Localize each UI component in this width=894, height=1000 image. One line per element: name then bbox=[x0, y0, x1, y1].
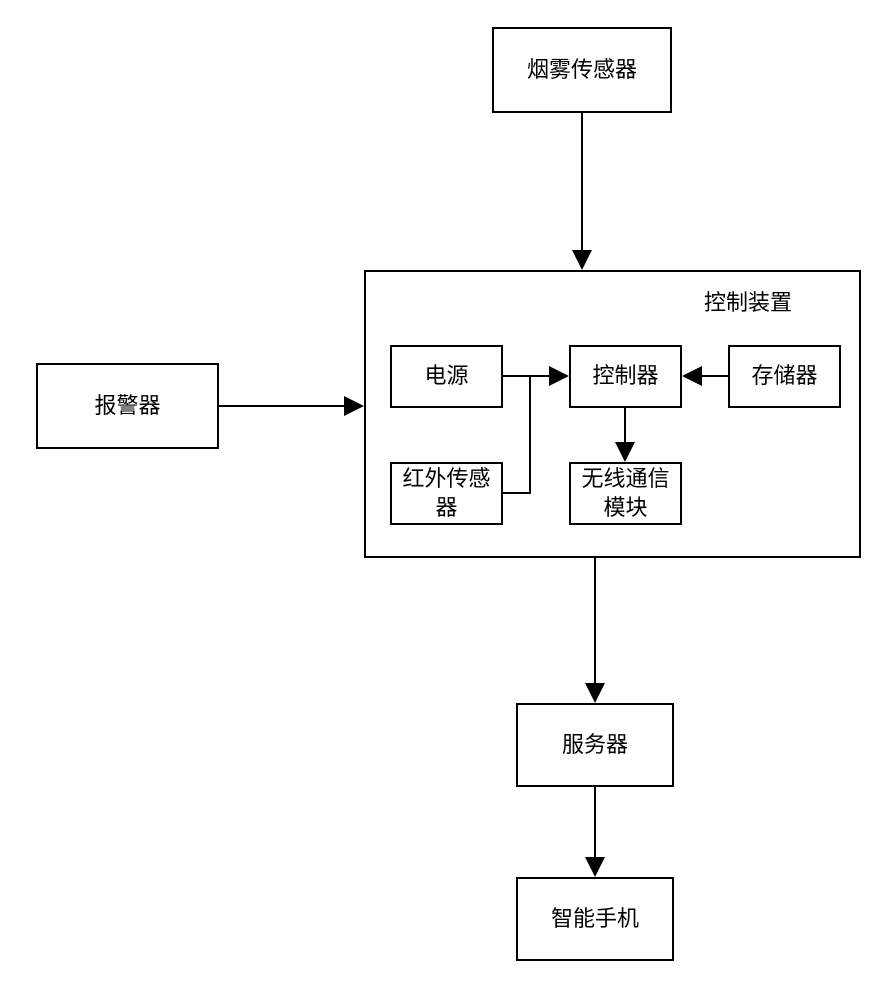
ir-sensor-node: 红外传感器 bbox=[390, 462, 503, 525]
server-node: 服务器 bbox=[516, 703, 674, 787]
smartphone-label: 智能手机 bbox=[551, 905, 639, 934]
alarm-label: 报警器 bbox=[94, 392, 160, 421]
memory-label: 存储器 bbox=[751, 362, 817, 391]
smoke-sensor-node: 烟雾传感器 bbox=[492, 27, 672, 113]
server-label: 服务器 bbox=[562, 731, 628, 760]
wireless-node: 无线通信模块 bbox=[569, 462, 682, 525]
ir-sensor-label: 红外传感器 bbox=[392, 465, 501, 522]
smoke-sensor-label: 烟雾传感器 bbox=[527, 56, 637, 85]
memory-node: 存储器 bbox=[728, 345, 841, 408]
controller-node: 控制器 bbox=[569, 345, 682, 408]
power-node: 电源 bbox=[390, 345, 503, 408]
smartphone-node: 智能手机 bbox=[516, 877, 674, 961]
control-device-label: 控制装置 bbox=[704, 285, 792, 317]
power-label: 电源 bbox=[424, 362, 468, 391]
wireless-label: 无线通信模块 bbox=[571, 465, 680, 522]
controller-label: 控制器 bbox=[592, 362, 658, 391]
alarm-node: 报警器 bbox=[36, 363, 219, 449]
